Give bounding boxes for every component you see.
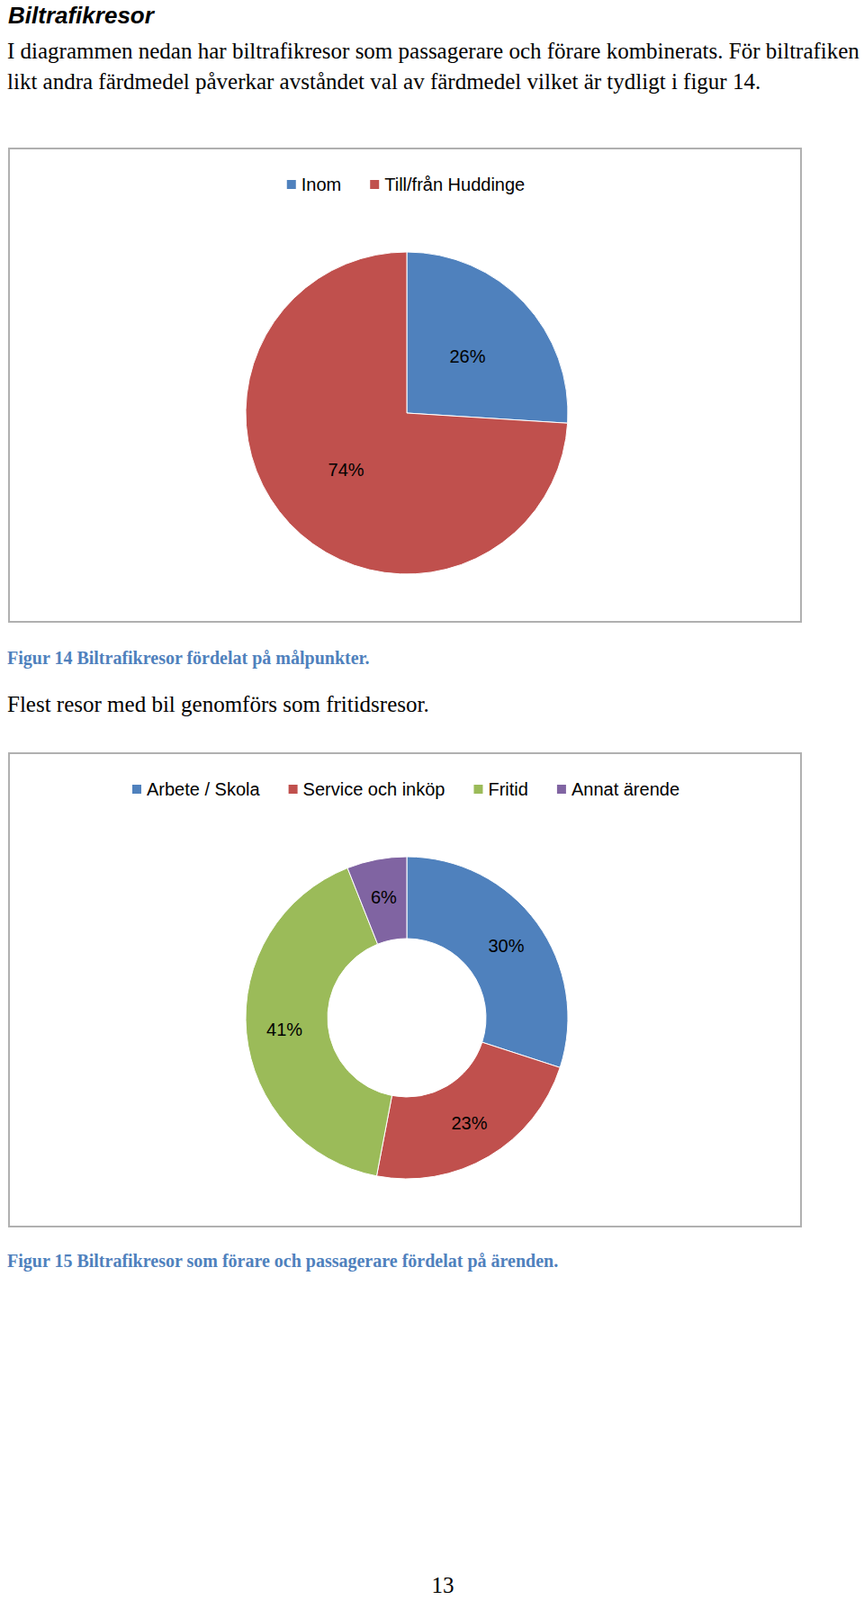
svg-text:74%: 74% [328,459,365,480]
svg-text:Annat ärende: Annat ärende [571,779,680,800]
html-text:13: 13 [431,1573,455,1598]
svg-text:Service och inköp: Service och inköp [303,779,446,800]
svg-text:Till/från Huddinge: Till/från Huddinge [384,174,525,195]
html-text:Figur 14 Biltrafikresor fördel: Figur 14 Biltrafikresor fördelat på målp… [7,648,370,668]
html-text:Biltrafikresor: Biltrafikresor [8,1,154,29]
html-text:Figur 15 Biltrafikresor som fö: Figur 15 Biltrafikresor som förare och p… [7,1251,559,1271]
html-text:I diagrammen nedan har biltraf: I diagrammen nedan har biltrafikresor so… [7,38,860,94]
svg-text:Arbete / Skola: Arbete / Skola [146,779,261,800]
svg-text:Inom: Inom [301,174,342,195]
svg-text:26%: 26% [449,346,486,367]
svg-text:41%: 41% [266,1019,303,1040]
html-text:Flest resor med bil genomförs: Flest resor med bil genomförs som fritid… [7,692,430,717]
svg-text:6%: 6% [370,887,397,908]
svg-text:30%: 30% [487,936,524,956]
svg-text:23%: 23% [450,1113,487,1134]
svg-text:Fritid: Fritid [487,779,528,800]
